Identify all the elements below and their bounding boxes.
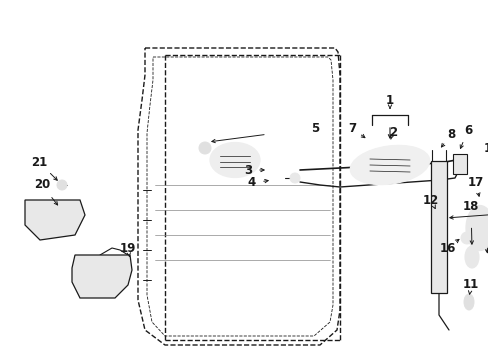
Circle shape xyxy=(57,180,67,190)
Text: 16: 16 xyxy=(439,242,455,255)
Ellipse shape xyxy=(465,206,488,251)
FancyBboxPatch shape xyxy=(430,161,446,293)
FancyBboxPatch shape xyxy=(452,154,466,174)
Text: 11: 11 xyxy=(462,279,478,292)
Text: 3: 3 xyxy=(244,163,251,176)
Polygon shape xyxy=(25,200,85,240)
Text: 13: 13 xyxy=(483,141,488,154)
Text: 17: 17 xyxy=(467,176,483,189)
Text: 19: 19 xyxy=(120,242,136,255)
Ellipse shape xyxy=(463,294,473,310)
Text: 18: 18 xyxy=(462,201,478,213)
Circle shape xyxy=(289,173,299,183)
Circle shape xyxy=(199,142,210,154)
Text: 12: 12 xyxy=(422,194,438,207)
Text: 7: 7 xyxy=(347,122,355,135)
Text: 8: 8 xyxy=(446,129,454,141)
Ellipse shape xyxy=(209,143,260,177)
Ellipse shape xyxy=(464,246,478,268)
Text: 5: 5 xyxy=(310,122,319,135)
Text: 4: 4 xyxy=(247,176,256,189)
Ellipse shape xyxy=(349,145,429,185)
Text: 1: 1 xyxy=(385,94,393,107)
Text: 2: 2 xyxy=(388,126,396,139)
Text: 21: 21 xyxy=(31,156,47,168)
Polygon shape xyxy=(72,255,132,298)
Text: 6: 6 xyxy=(463,123,471,136)
Text: 20: 20 xyxy=(34,179,50,192)
Circle shape xyxy=(460,232,472,244)
